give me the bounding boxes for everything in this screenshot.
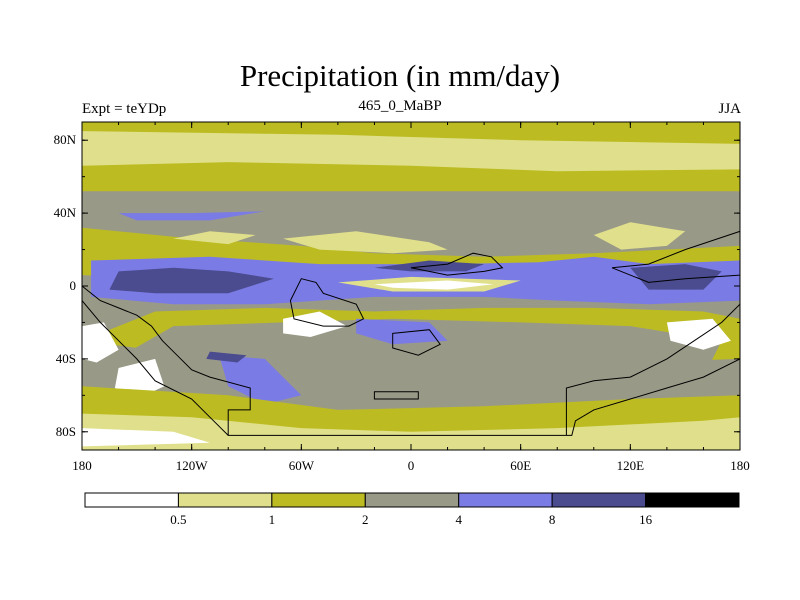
field-south-blue-1 [219, 355, 302, 405]
field-west-white-2 [114, 358, 165, 399]
field-south-blue-2 [356, 318, 448, 345]
continent-siberia [611, 230, 740, 283]
y-tick-label: 80N [54, 132, 77, 147]
x-tick-label: 180 [730, 458, 750, 473]
x-tick-label: 60W [289, 458, 315, 473]
colorbar-swatch [645, 492, 740, 508]
period-label: 465_0_MaBP [358, 98, 442, 114]
x-tick-label: 0 [408, 458, 415, 473]
colorbar-label: 2 [362, 512, 369, 527]
colorbar-label: 8 [549, 512, 556, 527]
field-equatorial-white [374, 280, 494, 290]
y-tick-label: 80S [56, 424, 76, 439]
colorbar-label: 1 [269, 512, 276, 527]
field-south-dark-patch [206, 351, 247, 363]
continent-baltica [410, 252, 504, 276]
continent-laurentia [289, 278, 365, 327]
field-tropical-dark-pacific [630, 264, 722, 290]
colorbar-label: 0.5 [170, 512, 186, 527]
field-asia-pale [593, 222, 686, 250]
y-tick-label: 0 [70, 278, 77, 293]
experiment-label: Expt = teYDp [82, 101, 167, 117]
field-north-pale-2 [283, 231, 448, 254]
colorbar-label: 4 [455, 512, 462, 527]
season-label: JJA [718, 101, 741, 117]
colorbar-swatch [177, 492, 273, 508]
x-tick-label: 60E [510, 458, 531, 473]
field-north-pale-1 [173, 231, 256, 245]
colorbar-swatch [458, 492, 553, 508]
colorbar-swatch [364, 492, 460, 508]
chart-title: Precipitation (in mm/day) [239, 58, 561, 93]
contour-fields [82, 122, 740, 450]
colorbar-label: 16 [639, 512, 653, 527]
field-arctic-pale [82, 131, 740, 172]
y-tick-label: 40N [54, 205, 77, 220]
x-tick-label: 120E [617, 458, 645, 473]
x-axis: 180 120W 60W 0 60E 120E 180 [72, 122, 750, 473]
continent-south-island [373, 391, 419, 400]
y-tick-label: 40S [56, 351, 76, 366]
continent-pangea-south [82, 285, 740, 436]
y-axis: 80N 40N 0 40S 80S [54, 132, 740, 439]
colorbar-swatch [551, 492, 647, 508]
x-tick-label: 180 [72, 458, 92, 473]
colorbar-swatch [271, 492, 366, 508]
field-north-blue-jet [118, 211, 265, 221]
field-south-polar-pale [82, 413, 740, 450]
field-polar-white-west [82, 428, 210, 447]
continent-outlines [82, 230, 740, 436]
field-west-white-1 [82, 322, 119, 363]
x-tick-label: 120W [176, 458, 209, 473]
colorbar: 0.5 1 2 4 8 16 [84, 492, 740, 527]
continent-north-china [392, 329, 441, 356]
colorbar-swatch [84, 492, 179, 508]
field-tropical-dark-west [109, 267, 274, 294]
